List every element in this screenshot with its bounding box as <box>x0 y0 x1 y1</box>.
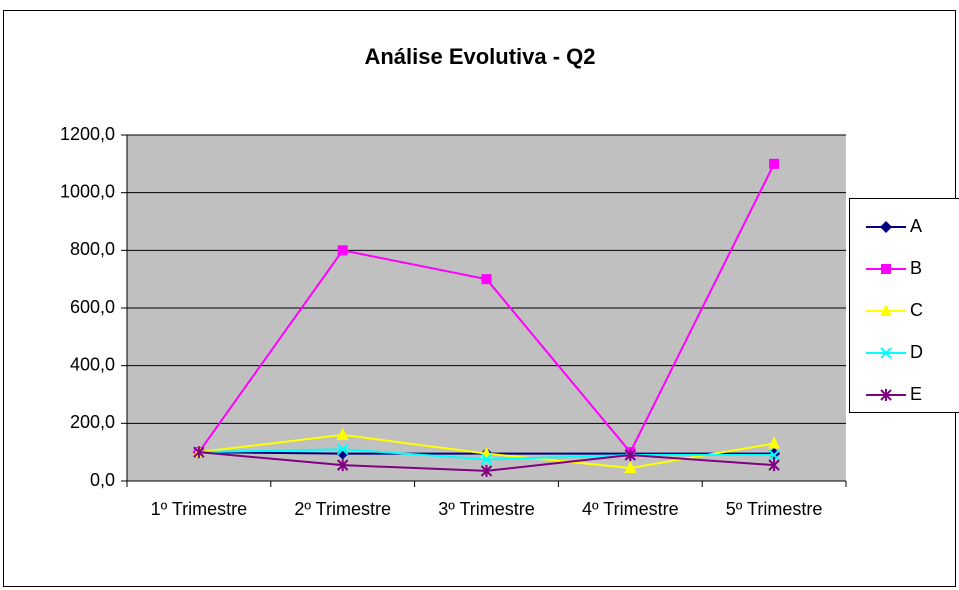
marker-part <box>880 221 892 233</box>
marker <box>480 464 493 477</box>
marker-part <box>480 453 493 466</box>
marker-part <box>769 158 780 169</box>
marker <box>769 158 780 169</box>
marker-part <box>881 264 891 274</box>
marker-part <box>768 447 781 460</box>
marker <box>881 264 891 274</box>
legend-label: E <box>910 384 922 404</box>
marker <box>336 443 349 455</box>
marker-part <box>336 447 349 460</box>
x-tick-label: 1º Trimestre <box>150 499 248 519</box>
marker <box>624 461 637 474</box>
x-tick-label: 5º Trimestre <box>725 499 823 519</box>
legend-label: D <box>910 342 923 362</box>
chart-title: Análise Evolutiva - Q2 <box>364 44 595 69</box>
marker <box>193 446 205 459</box>
marker <box>768 459 780 472</box>
marker-part <box>880 347 892 359</box>
marker-part <box>624 461 637 474</box>
marker <box>624 449 637 462</box>
marker <box>880 389 892 401</box>
marker <box>880 347 892 359</box>
marker <box>768 436 781 449</box>
x-tick-label: 3º Trimestre <box>438 499 535 519</box>
legend-label: A <box>910 216 922 236</box>
marker <box>480 453 493 466</box>
marker-part <box>336 443 349 455</box>
marker-part <box>768 436 781 449</box>
marker <box>336 459 349 472</box>
y-tick-label: 600,0 <box>70 297 115 317</box>
y-tick-label: 0,0 <box>90 470 115 490</box>
marker <box>337 245 348 256</box>
x-tick-label: 2º Trimestre <box>294 499 391 519</box>
marker <box>768 447 781 460</box>
marker-part <box>768 449 780 461</box>
y-tick-label: 400,0 <box>70 354 115 374</box>
marker-part <box>880 304 892 316</box>
y-tick-label: 200,0 <box>70 412 115 432</box>
marker <box>880 304 892 316</box>
y-tick-label: 1000,0 <box>60 181 115 201</box>
legend-label: C <box>910 300 923 320</box>
legend <box>849 198 959 413</box>
marker-part <box>336 427 349 440</box>
legend-label: B <box>910 258 922 278</box>
y-tick-label: 800,0 <box>70 239 115 259</box>
y-tick-label: 1200,0 <box>60 124 115 144</box>
marker <box>336 447 349 460</box>
marker <box>768 449 780 461</box>
marker <box>880 221 892 233</box>
marker-part <box>481 274 492 285</box>
marker-part <box>337 245 348 256</box>
x-tick-label: 4º Trimestre <box>582 499 679 519</box>
marker <box>481 274 492 285</box>
marker <box>336 427 349 440</box>
